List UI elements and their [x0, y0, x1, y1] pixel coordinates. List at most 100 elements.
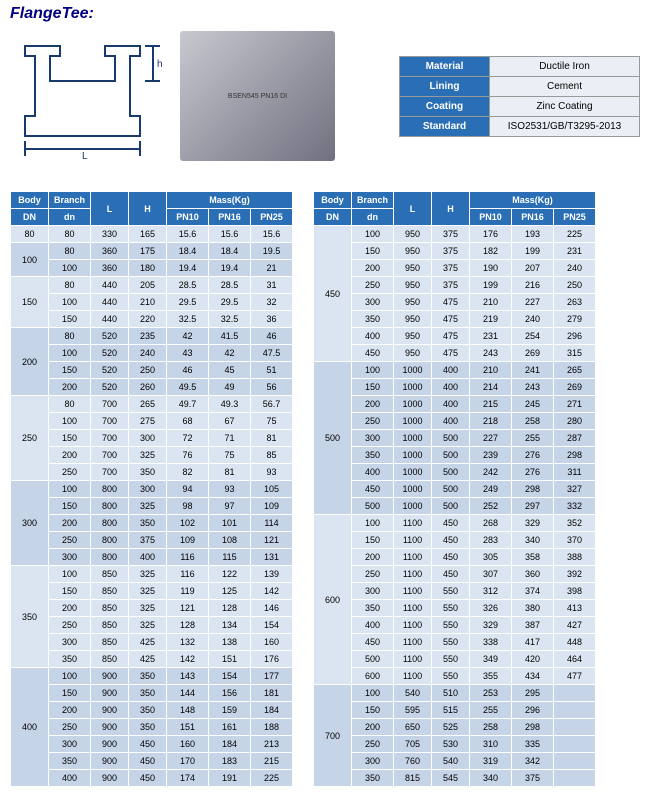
val-pn16: 360: [512, 566, 554, 583]
val-h: 325: [129, 447, 167, 464]
val-pn10: 190: [470, 260, 512, 277]
val-l: 950: [394, 328, 432, 345]
val-l: 705: [394, 736, 432, 753]
val-l: 440: [91, 294, 129, 311]
val-pn10: 210: [470, 294, 512, 311]
val-h: 325: [129, 600, 167, 617]
val-pn10: 68: [167, 413, 209, 430]
right-table: Body Branch L H Mass(Kg) DN dn PN10 PN16…: [313, 191, 596, 787]
val-h: 375: [432, 277, 470, 294]
val-pn16: 296: [512, 702, 554, 719]
val-pn25: 85: [251, 447, 293, 464]
val-h: 475: [432, 328, 470, 345]
branch-dn: 100: [352, 226, 394, 243]
val-h: 525: [432, 719, 470, 736]
val-h: 375: [129, 532, 167, 549]
branch-dn: 450: [352, 481, 394, 498]
body-dn: 200: [11, 328, 49, 396]
val-pn25: 188: [251, 719, 293, 736]
val-h: 220: [129, 311, 167, 328]
val-pn16: 71: [209, 430, 251, 447]
branch-dn: 100: [49, 566, 91, 583]
tee-diagram: L h: [10, 31, 165, 161]
info-value: ISO2531/GB/T3295-2013: [490, 117, 640, 137]
val-pn10: 268: [470, 515, 512, 532]
val-pn10: 312: [470, 583, 512, 600]
val-h: 475: [432, 294, 470, 311]
branch-dn: 200: [352, 549, 394, 566]
branch-dn: 300: [352, 583, 394, 600]
val-pn10: 182: [470, 243, 512, 260]
val-h: 500: [432, 498, 470, 515]
val-h: 550: [432, 668, 470, 685]
val-l: 440: [91, 277, 129, 294]
val-pn25: 146: [251, 600, 293, 617]
val-l: 850: [91, 634, 129, 651]
val-pn25: 327: [554, 481, 596, 498]
val-pn25: 114: [251, 515, 293, 532]
branch-dn: 200: [352, 260, 394, 277]
val-h: 260: [129, 379, 167, 396]
val-pn16: 297: [512, 498, 554, 515]
photo-marking: BSEN545 PN16 DI: [228, 93, 287, 100]
val-l: 850: [91, 651, 129, 668]
val-h: 550: [432, 651, 470, 668]
val-l: 850: [91, 583, 129, 600]
branch-dn: 450: [352, 634, 394, 651]
val-h: 325: [129, 498, 167, 515]
val-pn25: 413: [554, 600, 596, 617]
hdr-branch: Branch: [352, 192, 394, 209]
val-pn16: 420: [512, 651, 554, 668]
tables-row: Body Branch L H Mass(Kg) DN dn PN10 PN16…: [10, 191, 640, 787]
val-l: 1100: [394, 566, 432, 583]
val-pn16: 191: [209, 770, 251, 787]
val-h: 375: [432, 226, 470, 243]
val-pn25: 279: [554, 311, 596, 328]
val-h: 450: [432, 549, 470, 566]
val-l: 1100: [394, 668, 432, 685]
val-pn16: 276: [512, 464, 554, 481]
hdr-h: H: [129, 192, 167, 226]
val-l: 1100: [394, 600, 432, 617]
val-h: 325: [129, 617, 167, 634]
branch-dn: 80: [49, 226, 91, 243]
val-l: 900: [91, 702, 129, 719]
val-pn25: 269: [554, 379, 596, 396]
val-pn10: 227: [470, 430, 512, 447]
val-pn10: 253: [470, 685, 512, 702]
val-pn16: 42: [209, 345, 251, 362]
branch-dn: 200: [49, 447, 91, 464]
val-h: 540: [432, 753, 470, 770]
branch-dn: 100: [49, 668, 91, 685]
product-photo: BSEN545 PN16 DI: [180, 31, 335, 161]
val-pn10: 218: [470, 413, 512, 430]
val-pn25: 427: [554, 617, 596, 634]
val-pn25: 464: [554, 651, 596, 668]
val-l: 1100: [394, 532, 432, 549]
val-pn25: 21: [251, 260, 293, 277]
val-l: 520: [91, 379, 129, 396]
val-h: 500: [432, 481, 470, 498]
val-pn16: 241: [512, 362, 554, 379]
val-pn10: 349: [470, 651, 512, 668]
val-pn25: 215: [251, 753, 293, 770]
branch-dn: 100: [49, 481, 91, 498]
val-h: 250: [129, 362, 167, 379]
info-label: Material: [400, 57, 490, 77]
branch-dn: 350: [352, 447, 394, 464]
val-l: 700: [91, 447, 129, 464]
val-h: 350: [129, 464, 167, 481]
val-pn25: 81: [251, 430, 293, 447]
body-dn: 450: [314, 226, 352, 362]
val-l: 900: [91, 668, 129, 685]
branch-dn: 300: [49, 634, 91, 651]
val-pn25: 265: [554, 362, 596, 379]
hdr-mass: Mass(Kg): [167, 192, 293, 209]
val-pn16: 151: [209, 651, 251, 668]
body-dn: 400: [11, 668, 49, 787]
hdr-pn10: PN10: [470, 209, 512, 226]
val-pn10: 305: [470, 549, 512, 566]
val-pn25: 370: [554, 532, 596, 549]
val-pn25: 46: [251, 328, 293, 345]
val-h: 375: [432, 260, 470, 277]
